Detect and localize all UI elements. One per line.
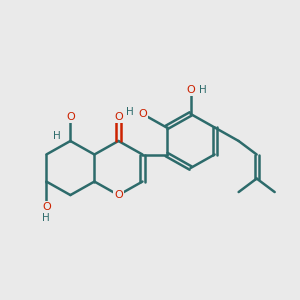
- Text: O: O: [66, 112, 75, 122]
- Text: O: O: [42, 202, 51, 212]
- Text: O: O: [186, 85, 195, 95]
- Text: O: O: [114, 112, 123, 122]
- Text: H: H: [43, 213, 50, 223]
- Text: O: O: [138, 109, 147, 119]
- Text: H: H: [53, 130, 61, 141]
- Text: O: O: [114, 190, 123, 200]
- Text: H: H: [126, 107, 134, 117]
- Text: H: H: [199, 85, 207, 95]
